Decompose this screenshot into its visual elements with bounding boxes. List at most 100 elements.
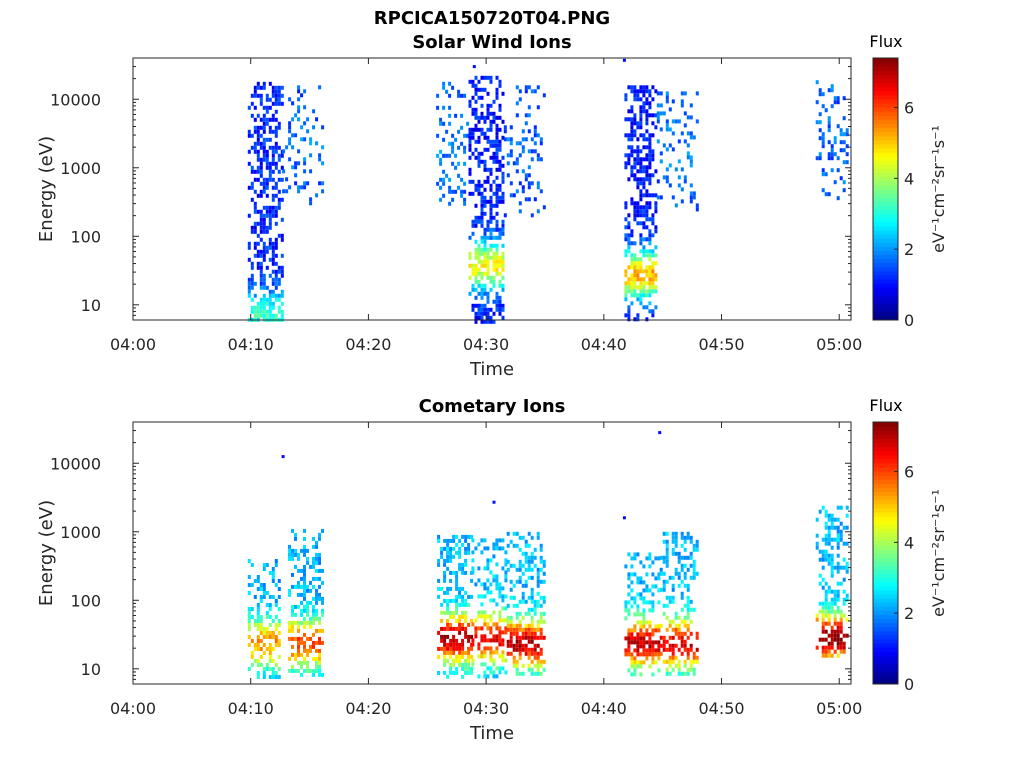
heatmap-cell <box>265 109 269 114</box>
heatmap-cell <box>448 113 452 118</box>
heatmap-cell <box>665 91 669 96</box>
heatmap-cell <box>642 101 646 106</box>
heatmap-cell <box>683 179 687 184</box>
colorbar-segment <box>873 667 898 673</box>
heatmap-cell <box>539 619 543 624</box>
heatmap-cell <box>695 203 699 208</box>
heatmap-cell <box>501 175 505 180</box>
heatmap-cell <box>651 584 655 589</box>
heatmap-cell <box>680 651 684 656</box>
colorbar-label-text: eV⁻¹cm⁻²sr⁻¹s⁻¹ <box>929 489 948 617</box>
heatmap-cell <box>821 653 825 658</box>
heatmap-cell <box>253 225 257 230</box>
heatmap-cell <box>689 599 693 604</box>
heatmap-cell <box>645 137 649 142</box>
heatmap-cell <box>836 533 840 538</box>
heatmap-cell <box>477 119 481 124</box>
colorbar-segment <box>873 82 898 88</box>
heatmap-cell <box>300 620 303 625</box>
panel-title: Cometary Ions <box>419 396 566 417</box>
heatmap-cell <box>830 637 834 642</box>
heatmap-cell <box>489 219 493 224</box>
heatmap-cell <box>642 225 646 230</box>
heatmap-cell <box>539 547 543 552</box>
heatmap-cell <box>297 668 300 673</box>
heatmap-cell <box>671 647 675 652</box>
heatmap-cell <box>536 599 540 604</box>
heatmap-cell <box>495 546 499 551</box>
heatmap-cell <box>474 263 478 268</box>
heatmap-cell <box>827 88 831 93</box>
heatmap-cell <box>309 141 313 146</box>
colorbar-segment <box>873 532 898 538</box>
heatmap-cell <box>471 231 475 236</box>
heatmap-cell <box>645 205 649 210</box>
heatmap-cell <box>836 597 840 602</box>
heatmap-cell <box>477 259 481 264</box>
heatmap-cell <box>657 576 661 581</box>
heatmap-cell <box>492 554 496 559</box>
heatmap-cell <box>821 92 825 97</box>
heatmap-cell <box>633 177 637 182</box>
heatmap-cell <box>265 265 269 270</box>
heatmap-cell <box>268 631 272 635</box>
heatmap-cell <box>259 141 263 146</box>
heatmap-cell <box>464 634 468 639</box>
heatmap-cell <box>495 195 499 200</box>
heatmap-cell <box>268 273 272 278</box>
heatmap-cell <box>674 615 678 620</box>
heatmap-cell <box>471 191 475 196</box>
heatmap-cell <box>671 539 675 544</box>
heatmap-cell <box>470 578 474 583</box>
heatmap-cell <box>315 592 318 597</box>
heatmap-cell <box>458 590 462 595</box>
heatmap-cell <box>468 99 472 104</box>
heatmap-cell <box>509 193 513 198</box>
heatmap-cell <box>271 117 275 122</box>
heatmap-cell <box>468 255 472 260</box>
colorbar-segment <box>873 475 898 480</box>
heatmap-cell <box>530 181 534 186</box>
heatmap-cell <box>515 647 519 652</box>
heatmap-cell <box>268 667 272 671</box>
heatmap-cell <box>498 638 502 643</box>
heatmap-cell <box>524 599 528 604</box>
heatmap-cell <box>271 567 275 571</box>
heatmap-cell <box>498 187 502 192</box>
heatmap-cell <box>489 247 493 252</box>
heatmap-cell <box>498 642 502 647</box>
heatmap-cell <box>474 115 478 120</box>
heatmap-cell <box>536 651 540 656</box>
heatmap-cell <box>271 667 275 671</box>
heatmap-cell <box>480 614 484 619</box>
heatmap-cell <box>642 165 646 170</box>
colorbar-segment <box>873 213 898 219</box>
colorbar-segment <box>873 221 898 227</box>
heatmap-cell <box>452 538 456 543</box>
heatmap-cell <box>648 600 652 605</box>
heatmap-cell <box>265 603 269 607</box>
heatmap-cell <box>498 163 502 168</box>
heatmap-cell <box>674 119 678 124</box>
heatmap-cell <box>303 544 306 549</box>
heatmap-cell <box>498 590 502 595</box>
heatmap-cell <box>692 575 696 580</box>
heatmap-cell <box>474 139 478 144</box>
heatmap-cell <box>651 221 655 226</box>
heatmap-cell <box>262 145 266 150</box>
colorbar-segment <box>873 577 898 583</box>
heatmap-cell <box>639 109 643 114</box>
heatmap-cell <box>306 664 309 669</box>
heatmap-cell <box>256 129 260 134</box>
heatmap-cell <box>480 626 484 631</box>
heatmap-cell <box>501 618 505 623</box>
heatmap-cell <box>256 113 260 118</box>
heatmap-cell <box>321 628 324 633</box>
heatmap-cell <box>486 219 490 224</box>
heatmap-cell <box>683 619 687 624</box>
heatmap-cell <box>648 177 652 182</box>
heatmap-cell <box>668 163 672 168</box>
heatmap-cell <box>836 517 840 522</box>
heatmap-cell <box>480 315 484 320</box>
heatmap-cell <box>645 640 649 645</box>
